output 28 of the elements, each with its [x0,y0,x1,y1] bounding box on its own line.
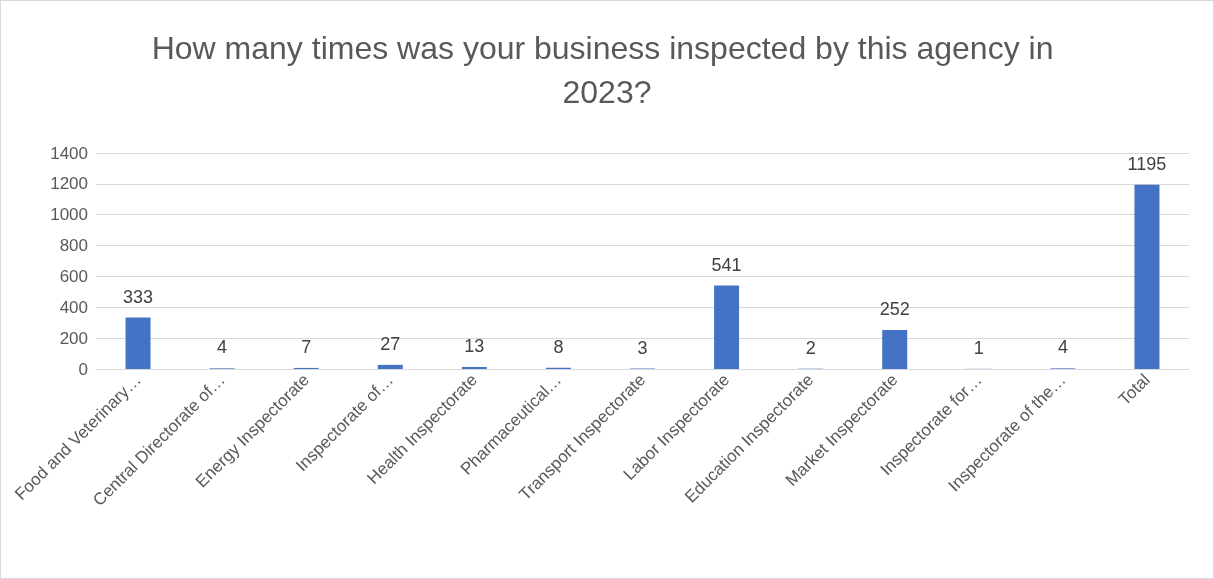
data-label: 1 [973,337,984,358]
data-label: 4 [1057,337,1068,358]
data-label: 333 [123,286,154,307]
y-tick-label: 400 [59,297,88,317]
y-tick-label: 0 [78,359,88,379]
y-tick-label: 1000 [50,205,88,225]
data-label: 7 [301,336,312,357]
bar [377,364,403,369]
data-label: 2 [805,337,816,358]
y-tick-label: 800 [59,236,88,256]
data-label: 252 [879,299,910,320]
data-label: 4 [217,337,228,358]
data-label: 8 [553,336,564,357]
bar [882,330,908,369]
data-label: 3 [637,337,648,358]
y-tick-label: 1400 [50,143,88,163]
y-tick-label: 600 [59,266,88,286]
y-tick-label: 1200 [50,174,88,194]
data-label: 13 [464,335,485,356]
chart-title: How many times was your business inspected by this agency in 2023? [151,30,1063,110]
y-tick-label: 200 [59,328,88,348]
bar [1134,184,1160,369]
data-label: 27 [380,333,401,354]
bar [461,366,487,369]
bar [125,317,151,369]
bar [714,285,740,369]
data-label: 1195 [1127,153,1167,174]
data-label: 541 [711,254,742,275]
